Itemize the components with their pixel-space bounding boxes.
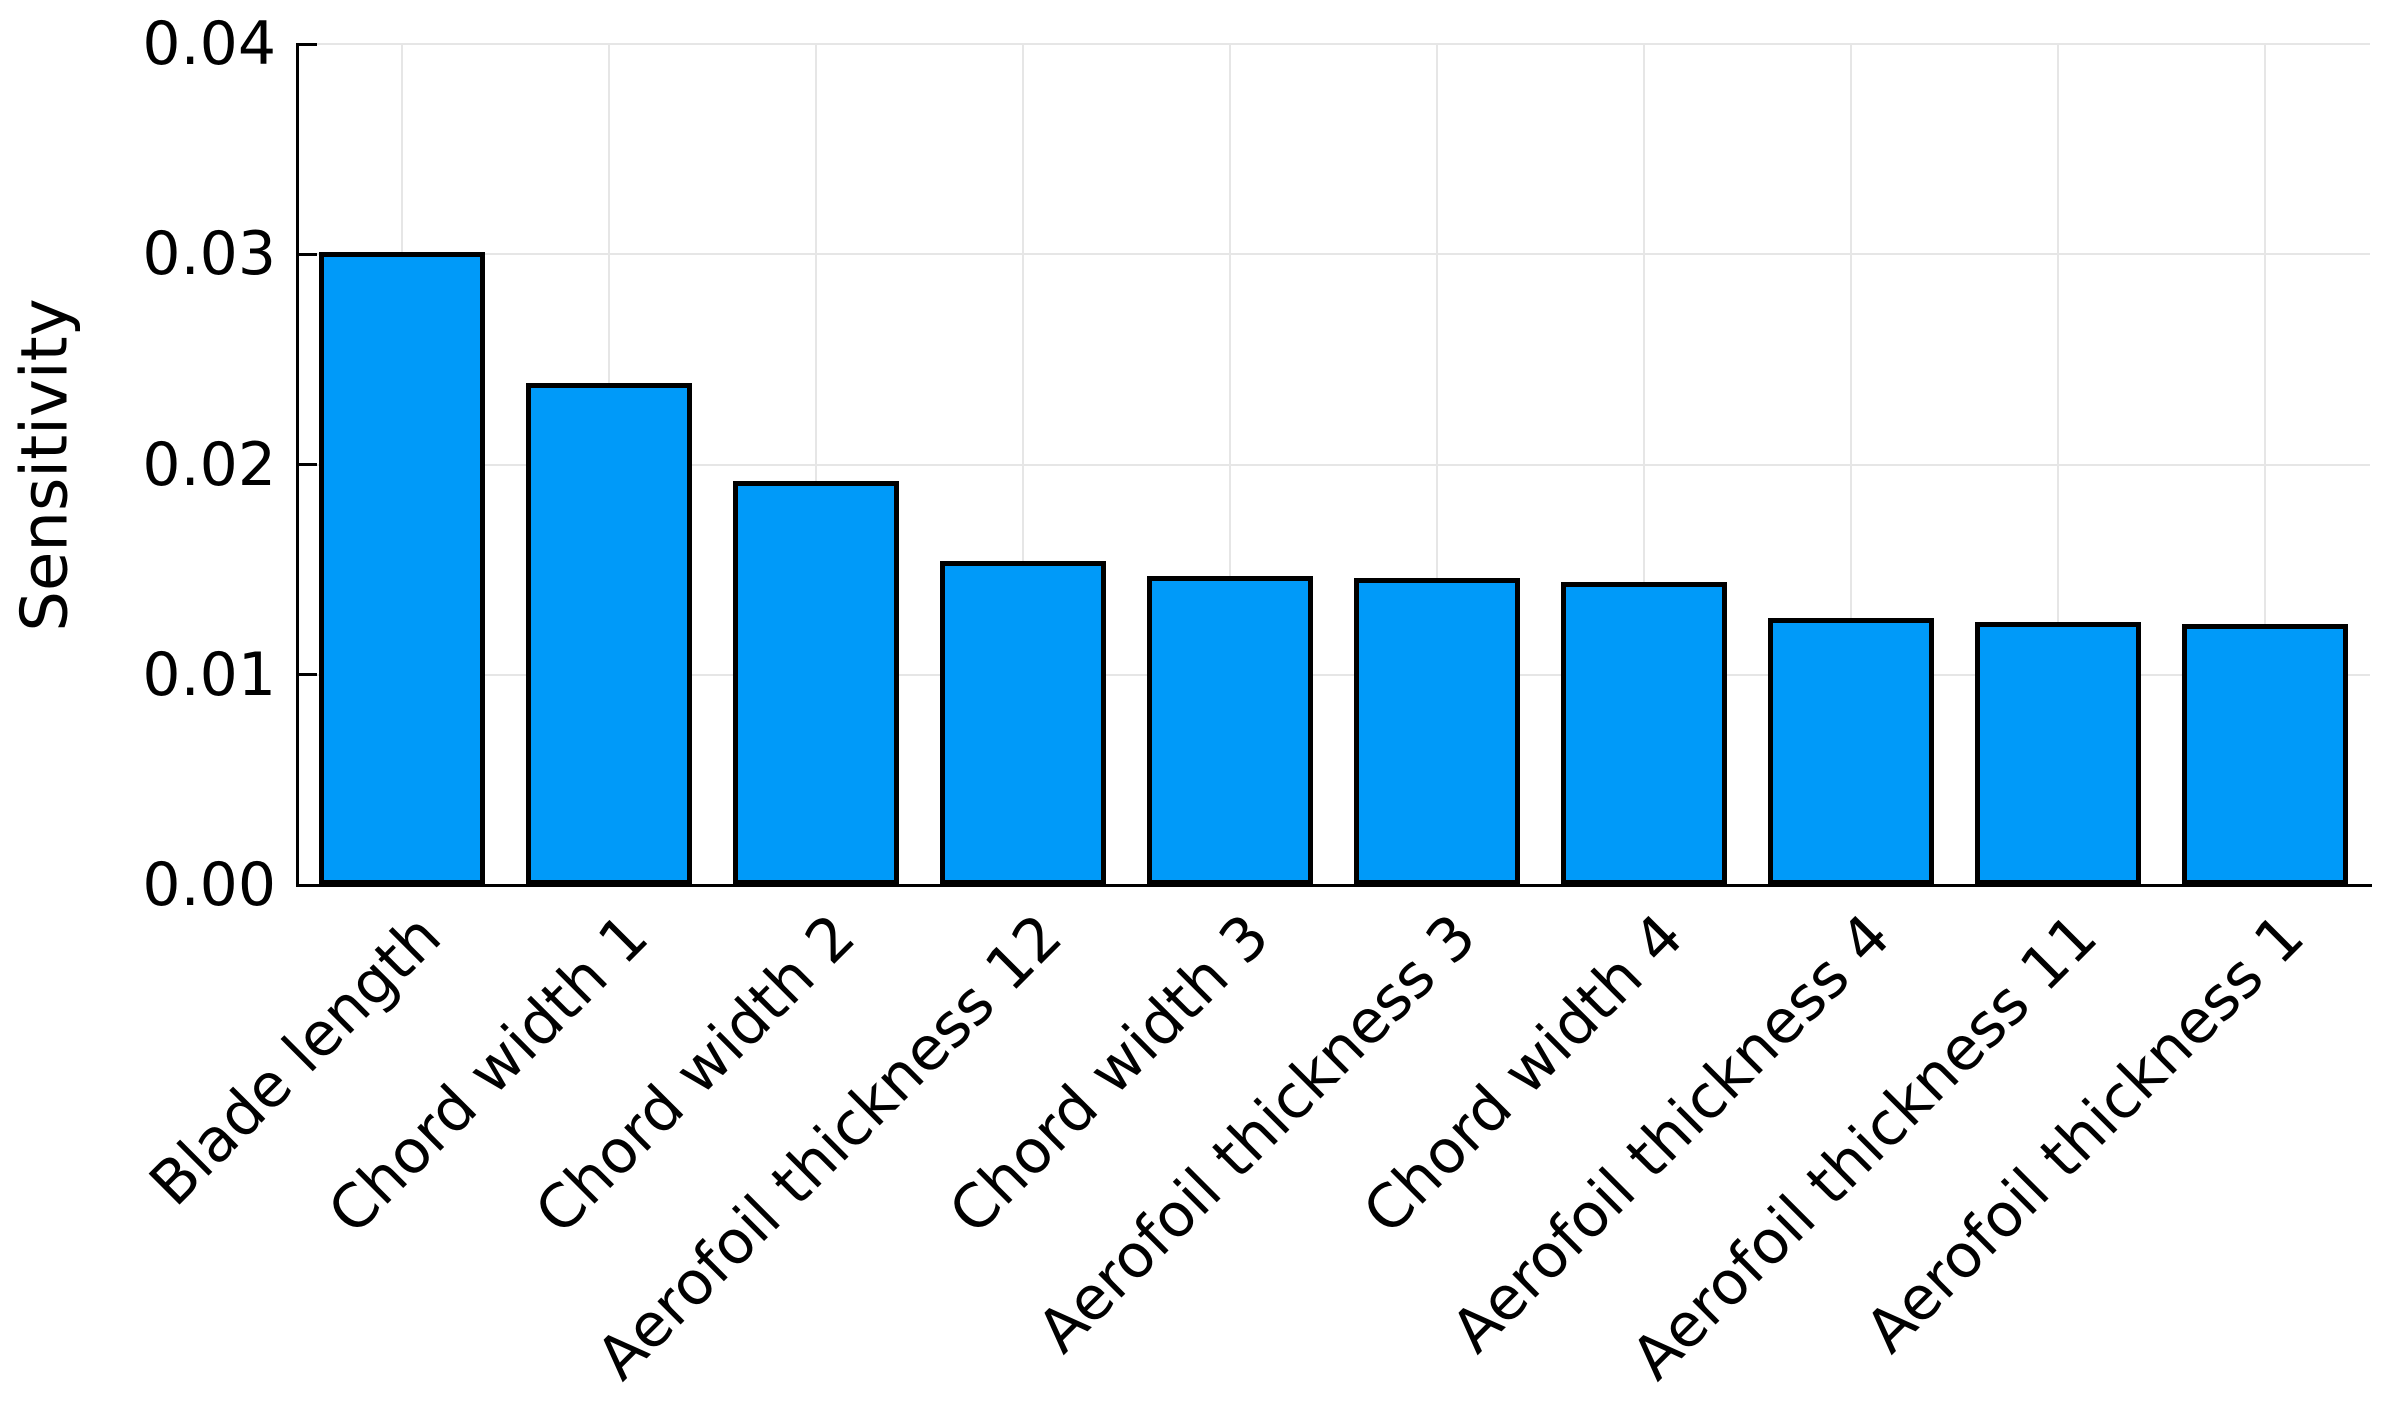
bar xyxy=(1975,622,2141,885)
vertical-gridline xyxy=(1436,44,1438,885)
vertical-gridline xyxy=(1850,44,1852,885)
bar xyxy=(1768,618,1934,885)
y-tick-label: 0.03 xyxy=(142,219,276,290)
y-tick-mark xyxy=(297,673,317,677)
x-axis-line xyxy=(295,883,2372,887)
vertical-gridline xyxy=(2057,44,2059,885)
y-tick-mark xyxy=(297,42,317,46)
bar xyxy=(1147,576,1313,885)
horizontal-gridline xyxy=(297,253,2370,256)
vertical-gridline xyxy=(1022,44,1024,885)
y-axis-title-text: Sensitivity xyxy=(9,298,83,632)
y-tick-mark xyxy=(297,252,317,256)
bar xyxy=(2182,624,2348,885)
horizontal-gridline xyxy=(297,463,2370,466)
y-tick-label: 0.00 xyxy=(142,850,276,920)
vertical-gridline xyxy=(1229,44,1231,885)
vertical-gridline xyxy=(1643,44,1645,885)
y-axis-title: Sensitivity xyxy=(6,44,86,886)
y-tick-label: 0.04 xyxy=(142,9,276,79)
y-tick-label: 0.02 xyxy=(142,429,276,500)
bar xyxy=(1354,578,1520,885)
y-tick-label: 0.01 xyxy=(142,639,276,710)
bar xyxy=(940,561,1106,885)
horizontal-gridline xyxy=(297,673,2370,676)
vertical-gridline xyxy=(815,44,817,885)
bar xyxy=(526,383,692,885)
bar xyxy=(733,481,899,885)
y-axis-line xyxy=(295,42,299,887)
bar xyxy=(1561,582,1727,885)
vertical-gridline xyxy=(2264,44,2266,885)
bar xyxy=(319,252,485,885)
y-tick-mark xyxy=(297,463,317,466)
horizontal-gridline xyxy=(297,43,2370,45)
